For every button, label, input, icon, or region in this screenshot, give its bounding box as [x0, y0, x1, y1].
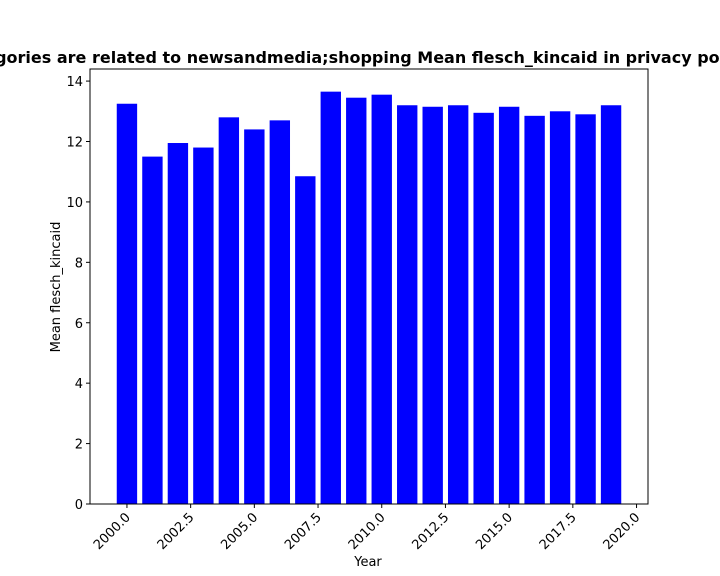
y-tick-label: 2 — [75, 438, 83, 453]
x-tick-label: 2010.0 — [346, 510, 389, 553]
x-tick-label: 2012.5 — [409, 510, 452, 553]
bar — [167, 143, 189, 504]
y-tick-label: 4 — [75, 377, 83, 392]
bar — [397, 105, 418, 504]
bar — [346, 97, 367, 505]
y-axis-label: Mean flesch_kincaid — [49, 222, 64, 353]
x-tick-label: 2007.5 — [282, 510, 325, 553]
bar — [269, 120, 291, 505]
bar — [142, 156, 163, 504]
bar — [295, 176, 316, 505]
bar — [473, 112, 494, 504]
bar — [447, 105, 469, 504]
bar — [371, 94, 392, 504]
plot-frame — [89, 68, 649, 505]
bar — [193, 147, 214, 504]
bar — [549, 111, 571, 505]
x-tick-label: 2020.0 — [601, 510, 644, 553]
y-tick-label: 10 — [66, 196, 83, 211]
y-tick-label: 14 — [66, 75, 83, 90]
x-tick-label: 2000.0 — [91, 510, 134, 553]
bar — [320, 91, 341, 504]
y-axis-ticks: 0 2 4 6 8 10 12 14 — [66, 75, 90, 513]
bar — [600, 105, 622, 504]
x-tick-label: 2015.0 — [473, 510, 516, 553]
x-axis-ticks: 2000.0 2002.5 2005.0 2007.5 2010.0 2012.5 2015… — [91, 504, 643, 553]
bars-group — [116, 91, 622, 505]
y-tick-label: 0 — [75, 498, 83, 513]
x-axis-label: Year — [353, 555, 382, 570]
bar — [422, 106, 443, 505]
bar — [116, 103, 138, 504]
y-tick-label: 6 — [75, 317, 83, 332]
x-tick-label: 2017.5 — [537, 510, 580, 553]
bar — [218, 117, 240, 504]
y-tick-label: 12 — [66, 136, 83, 151]
bar — [498, 106, 520, 505]
bar — [244, 129, 265, 504]
bar — [575, 114, 596, 504]
chart-title: Categories are related to newsandmedia;s… — [0, 48, 720, 67]
y-tick-label: 8 — [75, 256, 83, 271]
bar — [524, 115, 545, 505]
x-tick-label: 2002.5 — [155, 510, 198, 553]
x-tick-label: 2005.0 — [218, 510, 261, 553]
